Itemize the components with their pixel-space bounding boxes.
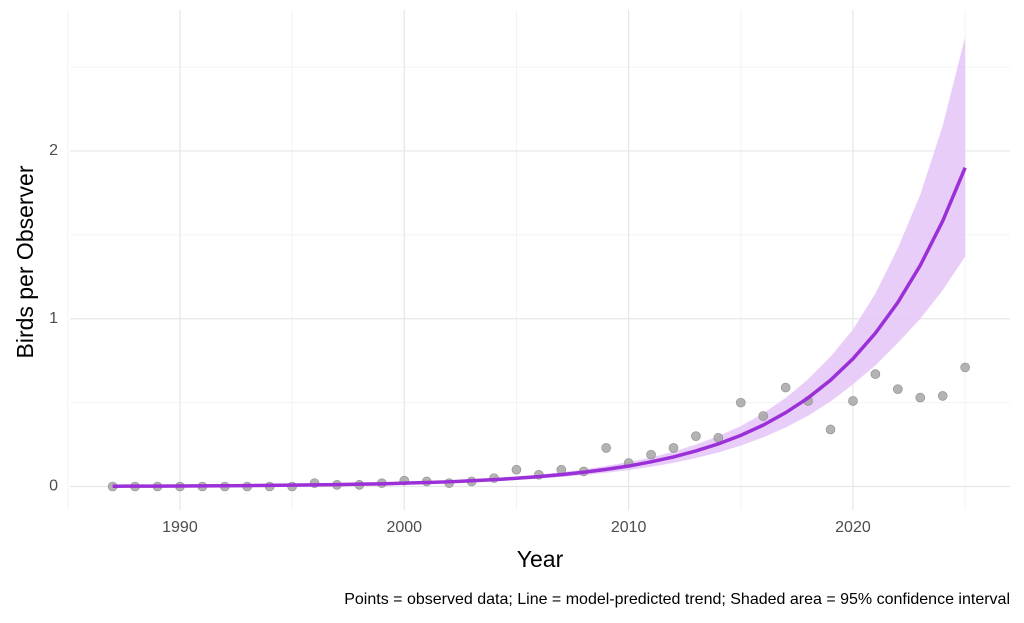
- observed-point: [646, 449, 656, 460]
- observed-point: [735, 397, 746, 408]
- y-tick-label: 2: [49, 142, 58, 159]
- observed-point: [691, 431, 701, 441]
- x-tick-label: 2000: [386, 519, 422, 536]
- x-tick-label: 1990: [162, 519, 198, 536]
- y-axis-title: Birds per Observer: [12, 165, 38, 358]
- observed-point: [960, 362, 970, 373]
- confidence-band: [112, 36, 966, 487]
- caption: Points = observed data; Line = model-pre…: [344, 591, 1010, 608]
- observed-point: [668, 443, 679, 453]
- observed-point: [870, 369, 881, 379]
- y-tick-label: 0: [49, 478, 58, 495]
- observed-point: [511, 464, 522, 475]
- x-axis-title: Year: [517, 546, 564, 572]
- observed-point: [848, 396, 858, 406]
- trend-line: [112, 167, 967, 488]
- observed-point: [825, 424, 836, 435]
- observed-point: [893, 384, 903, 394]
- x-tick-label: 2010: [611, 519, 647, 536]
- y-tick-label: 1: [49, 310, 58, 327]
- observed-point: [601, 443, 611, 453]
- observed-point: [937, 391, 948, 401]
- observed-point: [780, 382, 791, 393]
- observed-point: [915, 392, 926, 403]
- observed-point: [758, 411, 769, 421]
- x-tick-label: 2020: [835, 519, 871, 536]
